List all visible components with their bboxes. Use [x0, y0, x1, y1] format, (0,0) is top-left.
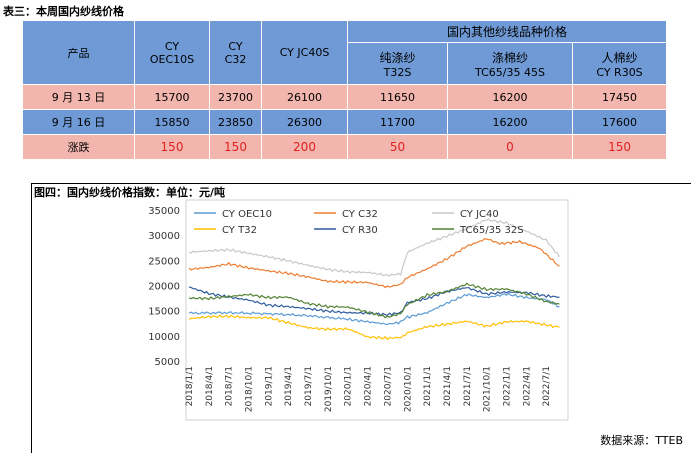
- y-tick-label: 20000: [148, 282, 180, 293]
- x-tick-label: 2021/1/1: [423, 366, 433, 406]
- legend-label: TC65/35 32S: [459, 225, 524, 236]
- series-line: [188, 314, 560, 341]
- x-tick-label: 2021/10/1: [483, 366, 493, 412]
- x-tick-label: 2018/10/1: [245, 366, 255, 412]
- cell: 17450: [571, 84, 668, 110]
- cell: 150: [209, 134, 262, 160]
- cell: 15700: [134, 84, 210, 110]
- cell: 50: [347, 134, 448, 160]
- x-tick-label: 2020/1/1: [344, 366, 354, 406]
- x-tick-label: 2019/1/1: [264, 366, 274, 406]
- series-line: [188, 282, 560, 319]
- cell: 23850: [209, 109, 262, 135]
- table-row: 涨跌 150 150 200 50 0 150: [22, 134, 668, 160]
- x-tick-label: 2020/10/1: [403, 366, 413, 412]
- cell: 16200: [447, 109, 573, 135]
- row-label: 9 月 13 日: [22, 84, 135, 110]
- row-label: 涨跌: [22, 134, 135, 160]
- x-tick-label: 2018/4/1: [205, 366, 215, 406]
- header-col-4: 纯涤纱 T32S: [347, 42, 448, 85]
- x-tick-label: 2019/10/1: [324, 366, 334, 412]
- y-tick-label: 30000: [148, 231, 180, 242]
- x-tick-label: 2020/7/1: [383, 366, 393, 406]
- x-tick-label: 2021/7/1: [463, 366, 473, 406]
- legend-label: CY T32: [222, 225, 257, 236]
- chart-title: 图四：国内纱线价格指数：单位：元/吨: [34, 186, 226, 199]
- y-tick-label: 15000: [148, 307, 180, 318]
- y-tick-label: 5000: [155, 357, 180, 368]
- x-tick-label: 2020/4/1: [364, 366, 374, 406]
- row-label: 9 月 16 日: [22, 109, 135, 135]
- x-tick-label: 2022/1/1: [502, 366, 512, 406]
- x-tick-label: 2019/7/1: [304, 366, 314, 406]
- x-tick-label: 2021/4/1: [443, 366, 453, 406]
- cell: 15850: [134, 109, 210, 135]
- header-col-1: CY OEC10S: [134, 20, 210, 85]
- price-table: 产品 CY OEC10S CY C32 CY JC40S 国内其他纱线品种价格 纯涤…: [22, 20, 668, 160]
- source-note: 数据来源：TTEB: [600, 434, 683, 447]
- legend-label: CY R30: [342, 225, 378, 236]
- cell: 23700: [209, 84, 262, 110]
- cell: 16200: [447, 84, 573, 110]
- series-line: [188, 218, 560, 277]
- plot-area: [185, 199, 569, 421]
- legend-label: CY JC40: [460, 209, 499, 220]
- x-tick-label: 2022/7/1: [542, 366, 552, 406]
- header-col-3: CY JC40S: [261, 20, 348, 85]
- legend-label: CY OEC10: [222, 209, 272, 220]
- y-tick-label: 35000: [148, 206, 180, 217]
- cell: 26300: [261, 109, 348, 135]
- table-title: 表三：本周国内纱线价格: [3, 5, 124, 18]
- y-tick-label: 10000: [148, 332, 180, 343]
- series-line: [188, 238, 560, 289]
- table-row: 9 月 16 日 15850 23850 26300 11700 16200 1…: [22, 109, 668, 135]
- cell: 17600: [571, 109, 668, 135]
- x-tick-label: 2022/4/1: [522, 366, 532, 406]
- series-line: [188, 292, 560, 326]
- cell: 150: [571, 134, 668, 160]
- header-col-5: 涤棉纱 TC65/35 45S: [447, 42, 573, 85]
- header-group: 国内其他纱线品种价格: [346, 20, 668, 43]
- legend-label: CY C32: [342, 209, 378, 220]
- x-tick-label: 2018/1/1: [185, 366, 195, 406]
- cell: 200: [261, 134, 348, 160]
- header-col-2: CY C32: [209, 20, 262, 85]
- x-tick-label: 2019/4/1: [284, 366, 294, 406]
- chart-frame: [31, 183, 691, 453]
- cell: 26100: [261, 84, 348, 110]
- x-tick-label: 2018/7/1: [225, 366, 235, 406]
- y-tick-label: 25000: [148, 256, 180, 267]
- cell: 150: [134, 134, 210, 160]
